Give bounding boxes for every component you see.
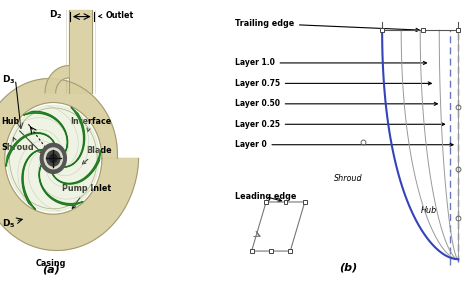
- Text: Casing: Casing: [36, 259, 66, 268]
- Text: Leading edge: Leading edge: [235, 192, 296, 202]
- Bar: [264, 200, 268, 204]
- Text: Blade: Blade: [82, 146, 111, 164]
- Text: $\mathbf{D_3}$: $\mathbf{D_3}$: [2, 73, 16, 85]
- Text: Layer 0.50: Layer 0.50: [235, 99, 438, 108]
- Text: Hub: Hub: [421, 206, 437, 215]
- Text: (a): (a): [42, 264, 60, 274]
- Circle shape: [46, 151, 60, 166]
- Polygon shape: [45, 66, 69, 93]
- Polygon shape: [60, 107, 85, 167]
- Circle shape: [50, 154, 57, 162]
- Circle shape: [40, 143, 66, 173]
- Text: Shroud: Shroud: [334, 174, 363, 183]
- Bar: [456, 28, 460, 32]
- Circle shape: [45, 148, 63, 169]
- Text: Shroud: Shroud: [1, 137, 34, 152]
- Bar: [303, 200, 307, 204]
- Bar: [421, 28, 425, 32]
- Text: Interface: Interface: [70, 117, 111, 132]
- Polygon shape: [0, 78, 138, 250]
- Polygon shape: [22, 150, 46, 210]
- Text: Layer 1.0: Layer 1.0: [235, 59, 427, 67]
- Polygon shape: [24, 111, 68, 156]
- Text: Hub: Hub: [1, 117, 42, 153]
- Text: Layer 0.75: Layer 0.75: [235, 79, 431, 88]
- Text: Layer 0.25: Layer 0.25: [235, 120, 445, 129]
- Text: $\mathbf{D_2}$: $\mathbf{D_2}$: [49, 9, 63, 22]
- Text: (b): (b): [339, 263, 357, 273]
- Circle shape: [7, 105, 100, 212]
- Text: Trailing edge: Trailing edge: [235, 19, 419, 32]
- Polygon shape: [51, 150, 101, 184]
- Text: $\mathbf{D_5}$: $\mathbf{D_5}$: [2, 218, 16, 230]
- Polygon shape: [39, 161, 83, 205]
- Polygon shape: [6, 133, 56, 166]
- Text: Outlet: Outlet: [99, 11, 134, 20]
- Text: Pump Inlet: Pump Inlet: [62, 184, 111, 208]
- Bar: [269, 249, 273, 253]
- Bar: [288, 249, 292, 253]
- Bar: [380, 28, 384, 32]
- Bar: [250, 249, 254, 253]
- Text: Layer 0: Layer 0: [235, 140, 453, 149]
- Bar: [283, 200, 287, 204]
